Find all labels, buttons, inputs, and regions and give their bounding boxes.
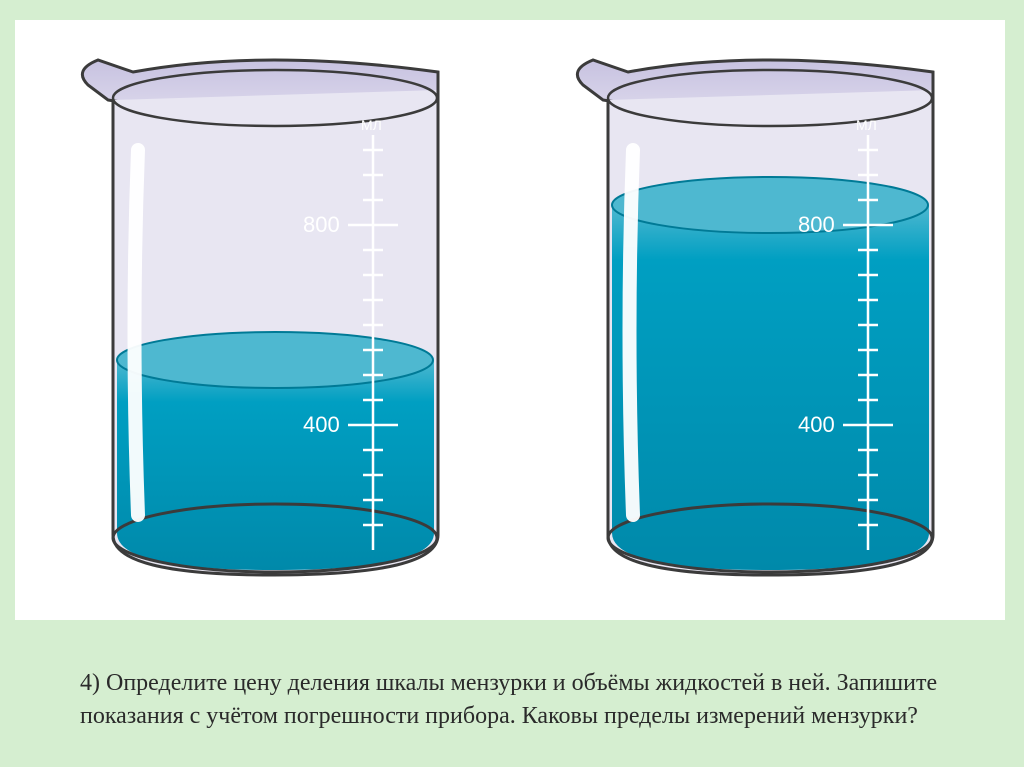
scale-unit: МЛ: [856, 117, 877, 133]
beaker-right: МЛ 800 400: [538, 30, 978, 590]
beakers-panel: МЛ: [15, 20, 1005, 620]
scale-label-800: 800: [798, 212, 835, 237]
scale-unit: МЛ: [361, 117, 382, 133]
scale-label-800: 800: [303, 212, 340, 237]
scale-label-400: 400: [303, 412, 340, 437]
scale-label-400: 400: [798, 412, 835, 437]
beaker-left: МЛ: [43, 30, 483, 590]
question-text: 4) Определите цену деления шкалы мензурк…: [80, 667, 950, 732]
